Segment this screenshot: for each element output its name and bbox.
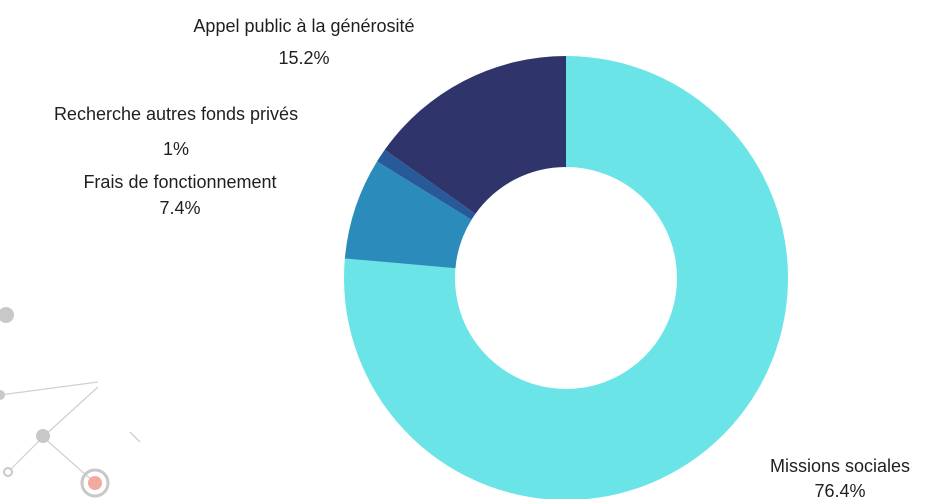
network-node-ring (3, 467, 13, 477)
slice-value-recherche-fonds: 1% (163, 139, 189, 159)
network-line (9, 436, 44, 471)
slice-value-missions-sociales: 76.4% (814, 481, 865, 499)
slice-label-frais-fonctionnement: Frais de fonctionnement (83, 172, 276, 192)
network-line (0, 381, 99, 396)
network-node-ring (80, 468, 110, 498)
network-node (0, 390, 5, 400)
network-node-accent (88, 476, 102, 490)
network-line (42, 386, 99, 438)
network-decoration (0, 307, 141, 498)
network-node (0, 307, 14, 323)
network-line (42, 436, 96, 484)
slice-labels: Missions sociales 76.4% Frais de fonctio… (54, 16, 910, 499)
slice-label-appel-public: Appel public à la générosité (193, 16, 414, 36)
donut-slices (344, 56, 788, 499)
donut-slice-appel-public-a-la-generosite (384, 56, 566, 214)
donut-slice-frais-de-fonctionnement (344, 161, 472, 269)
slice-value-appel-public: 15.2% (278, 48, 329, 68)
slice-label-missions-sociales: Missions sociales (770, 456, 910, 476)
slice-label-recherche-fonds: Recherche autres fonds privés (54, 104, 298, 124)
network-arc (129, 431, 141, 443)
slice-value-frais-fonctionnement: 7.4% (159, 198, 200, 218)
donut-slice-recherche-autres-fonds-prives (377, 149, 476, 220)
donut-slice-missions-sociales (344, 56, 788, 499)
network-node (36, 429, 50, 443)
